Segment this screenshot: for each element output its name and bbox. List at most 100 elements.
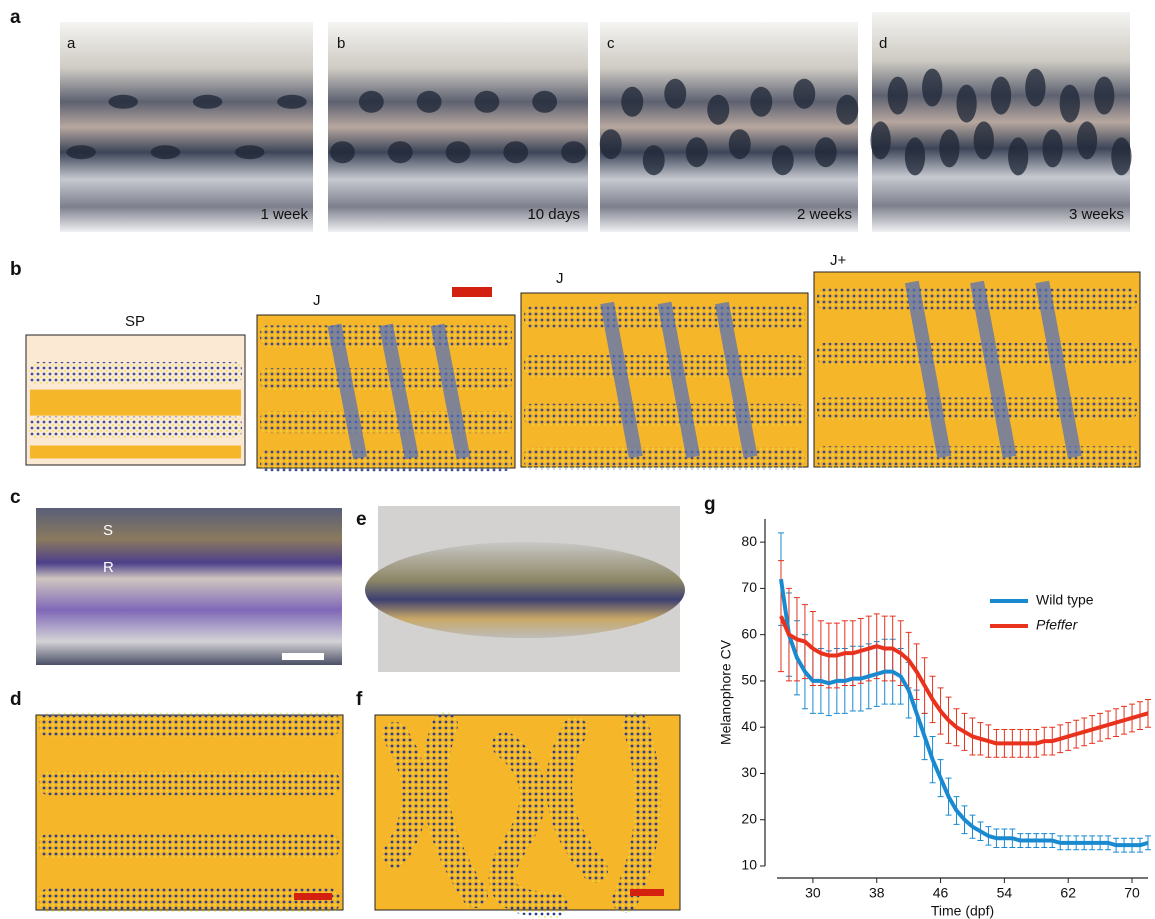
stage-label: J bbox=[556, 270, 564, 287]
melanophore-stripe bbox=[260, 449, 512, 472]
x-tick-label: 38 bbox=[869, 885, 885, 901]
panel-letter: a bbox=[10, 7, 21, 28]
panel-letter: g bbox=[704, 494, 716, 515]
melanophore-patch bbox=[887, 76, 908, 115]
photo-age: 3 weeks bbox=[1069, 206, 1124, 223]
photo-age: 2 weeks bbox=[797, 206, 852, 223]
xanthophore-band bbox=[30, 445, 241, 459]
legend-label: Pfeffer bbox=[1036, 617, 1079, 633]
melanophore-patch bbox=[973, 121, 994, 160]
melanophore-labyrinth bbox=[382, 712, 661, 918]
melanophore-patch bbox=[771, 145, 794, 176]
melanophore-patch bbox=[904, 137, 926, 176]
melanophore-patch bbox=[192, 94, 223, 109]
y-tick-label: 30 bbox=[741, 764, 757, 780]
y-tick-label: 70 bbox=[741, 579, 757, 595]
melanophore-patch bbox=[664, 78, 687, 109]
melanophore-stripe bbox=[39, 712, 340, 737]
panel-letter: e bbox=[356, 509, 367, 530]
melanophore-patch bbox=[922, 68, 943, 107]
melanophore-patch bbox=[532, 90, 558, 113]
melanophore-patch bbox=[234, 145, 265, 160]
scale-bar bbox=[452, 287, 492, 297]
x-axis-label: Time (dpf) bbox=[931, 903, 994, 919]
interstripe-bridge bbox=[904, 280, 952, 459]
line-chart: 10 20 30 40 50 60 70 80 30 38 46 54 62 70 Time (dpf) Me… bbox=[718, 519, 1151, 919]
y-tick-label: 20 bbox=[741, 810, 757, 826]
interstripe-bridge bbox=[657, 301, 701, 459]
melanophore-stripe bbox=[524, 447, 805, 470]
panel-letter: b bbox=[10, 259, 22, 280]
melanophore-patch bbox=[503, 141, 529, 164]
melanophore-stripe bbox=[817, 342, 1137, 365]
interstripe-bridge bbox=[715, 301, 758, 459]
photo bbox=[600, 22, 858, 232]
photo-letter: c bbox=[607, 35, 615, 52]
melanophore-stripe bbox=[260, 368, 512, 391]
melanophore-stripe bbox=[39, 833, 340, 858]
melanophore-stripe bbox=[29, 416, 242, 439]
x-tick-label: 54 bbox=[997, 885, 1013, 901]
y-tick-label: 60 bbox=[741, 625, 757, 641]
melanophore-patch bbox=[990, 76, 1012, 115]
interstripe-bridge bbox=[1035, 280, 1082, 459]
legend-label: Wild type bbox=[1036, 592, 1094, 608]
error-bar bbox=[777, 560, 784, 673]
photo-age: 10 days bbox=[527, 206, 580, 223]
melanophore-patch bbox=[1094, 76, 1115, 115]
photo-age: 1 week bbox=[260, 206, 308, 223]
layout bbox=[25, 12, 1141, 918]
y-tick-label: 10 bbox=[741, 857, 757, 873]
series-line bbox=[779, 578, 1149, 848]
melanophore-stripe bbox=[39, 771, 340, 796]
interstripe-bridge bbox=[379, 323, 419, 460]
melanophore-patch bbox=[277, 94, 307, 109]
melanophore-patch bbox=[387, 141, 413, 164]
melanophore-patch bbox=[836, 94, 859, 125]
melanophore-patch bbox=[108, 94, 139, 109]
melanophore-stripe bbox=[524, 403, 805, 426]
scale-bar bbox=[630, 889, 664, 896]
melanophore-patch bbox=[956, 84, 977, 123]
melanophore-patch bbox=[728, 129, 751, 160]
simulation-panel bbox=[35, 714, 344, 911]
melanophore-patch bbox=[793, 78, 816, 109]
stripe-label: R bbox=[103, 559, 114, 576]
melanophore-patch bbox=[150, 145, 181, 160]
melanophore-patch bbox=[1042, 129, 1063, 168]
melanophore-patch bbox=[685, 137, 708, 168]
stage-label: SP bbox=[125, 313, 145, 330]
melanophore-patch bbox=[870, 121, 891, 160]
y-axis-label: Melanophore CV bbox=[718, 639, 734, 745]
melanophore-stripe bbox=[39, 888, 340, 913]
xanthophore-band bbox=[30, 389, 241, 416]
melanophore-patch bbox=[939, 129, 960, 168]
melanophore-patch bbox=[642, 145, 665, 176]
melanophore-stripe bbox=[817, 446, 1137, 469]
photo bbox=[872, 12, 1130, 232]
melanophore-patch bbox=[330, 141, 355, 164]
photo bbox=[328, 22, 588, 232]
melanophore-patch bbox=[416, 90, 442, 113]
photo bbox=[36, 508, 342, 665]
melanophore-patch bbox=[1059, 84, 1080, 123]
scale-bar bbox=[294, 893, 332, 900]
panel-letter: d bbox=[10, 689, 22, 710]
melanophore-patch bbox=[66, 145, 96, 160]
y-tick-label: 50 bbox=[741, 672, 757, 688]
melanophore-patch bbox=[1008, 137, 1029, 176]
melanophore-stripe bbox=[524, 355, 805, 378]
x-tick-label: 46 bbox=[933, 885, 949, 901]
melanophore-patch bbox=[445, 141, 471, 164]
melanophore-patch bbox=[599, 129, 622, 160]
melanophore-patch bbox=[1076, 121, 1098, 160]
melanophore-stripe bbox=[817, 397, 1137, 420]
panel-letter: c bbox=[10, 487, 21, 508]
x-tick-label: 30 bbox=[805, 885, 821, 901]
y-tick-label: 40 bbox=[741, 718, 757, 734]
melanophore-patch bbox=[814, 137, 837, 168]
melanophore-patch bbox=[621, 86, 644, 117]
interstripe-bridge bbox=[327, 323, 368, 460]
melanophore-patch bbox=[474, 90, 500, 113]
photo-letter: d bbox=[879, 35, 887, 52]
